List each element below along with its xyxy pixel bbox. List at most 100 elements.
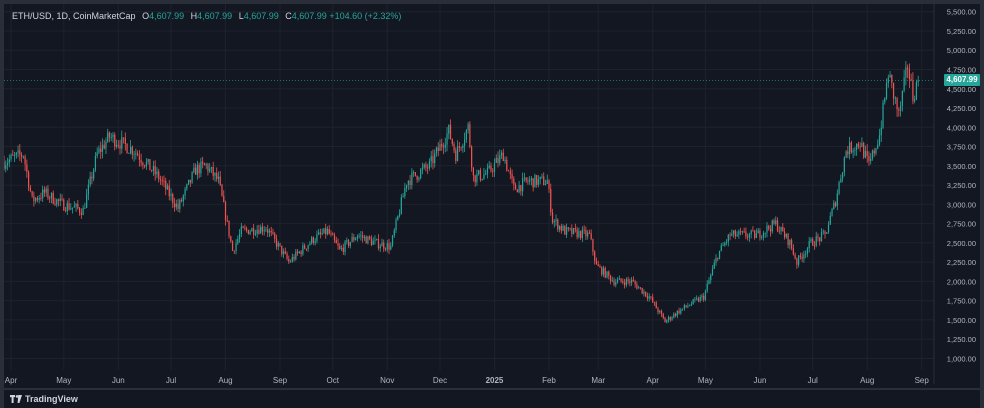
x-tick-label: Dec — [433, 376, 447, 385]
candle-body — [866, 150, 868, 157]
candle-body — [49, 198, 51, 199]
candle-body — [145, 161, 148, 167]
y-tick-label: 2,000.00 — [947, 277, 976, 286]
candle-body — [173, 203, 176, 208]
candle-body — [850, 142, 852, 153]
candle-body — [738, 231, 740, 235]
candle-body — [203, 163, 206, 166]
x-tick-label: May — [56, 376, 71, 385]
candle-body — [465, 130, 467, 140]
candle-body — [618, 278, 620, 280]
candle-body — [833, 202, 835, 209]
candle-body — [63, 199, 65, 211]
candle-body — [456, 146, 459, 162]
candle-body — [713, 262, 715, 269]
candle-body — [555, 219, 557, 222]
candle-body — [657, 308, 659, 313]
candle-body — [750, 230, 752, 235]
candle-body — [110, 137, 112, 138]
candle-body — [778, 230, 780, 232]
candle-body — [214, 172, 216, 176]
candle-body — [490, 165, 492, 171]
candle-body — [775, 220, 777, 224]
candle-body — [196, 164, 198, 175]
candle-body — [210, 167, 213, 169]
candle-body — [522, 178, 524, 192]
candle-body — [161, 180, 163, 182]
candle-body — [405, 184, 408, 188]
candle-body — [557, 219, 559, 230]
tradingview-logo[interactable]: TradingView — [10, 394, 78, 404]
candle-body — [302, 245, 304, 255]
x-tick-label: Jul — [166, 376, 176, 385]
x-tick-label: Jun — [754, 376, 767, 385]
high-label: H — [190, 11, 198, 21]
candle-body — [715, 257, 717, 263]
candle-body — [296, 251, 299, 253]
candle-body — [488, 165, 490, 169]
candle-body — [790, 239, 793, 249]
candle-body — [667, 317, 670, 321]
candle-body — [602, 268, 605, 275]
candle-body — [193, 167, 195, 173]
candle-body — [641, 287, 643, 294]
candle-body — [762, 232, 765, 238]
x-tick-label: Sep — [915, 376, 930, 385]
chart-pane[interactable]: 1,000.00 1,250.00 1,500.00 1,750.00 2,000.00… — [4, 4, 980, 388]
candle-body — [275, 238, 278, 247]
candle-body — [261, 226, 264, 232]
candle-body — [223, 195, 225, 203]
candle-body — [54, 203, 56, 205]
candle-body — [764, 232, 766, 234]
candle-body — [179, 200, 181, 209]
candle-body — [404, 187, 406, 197]
candle-body — [523, 177, 525, 179]
candle-body — [910, 79, 912, 81]
footer: TradingView — [4, 390, 980, 408]
candle-body — [71, 207, 74, 209]
candle-body — [165, 180, 167, 190]
candle-body — [237, 238, 239, 244]
candle-body — [98, 148, 100, 153]
candle-body — [158, 171, 160, 180]
candle-body — [56, 199, 58, 205]
candle-body — [432, 156, 434, 164]
candle-body — [300, 251, 302, 255]
symbol-label[interactable]: ETH/USD, 1D, CoinMarketCap — [12, 11, 136, 21]
candle-body — [309, 243, 311, 246]
candlestick-chart[interactable]: 1,000.00 1,250.00 1,500.00 1,750.00 2,000.00… — [4, 4, 980, 388]
candle-body — [792, 248, 794, 255]
candle-body — [870, 158, 872, 162]
candle-body — [826, 232, 828, 234]
candle-body — [159, 179, 162, 181]
candle-body — [333, 235, 336, 241]
candle-body — [703, 295, 705, 300]
low-value: 4,607.99 — [243, 11, 279, 21]
candle-body — [495, 158, 497, 164]
x-tick-label: Apr — [5, 376, 18, 385]
candle-body — [757, 230, 759, 234]
candle-body — [590, 233, 592, 240]
candle-body — [323, 228, 325, 234]
candle-body — [347, 240, 350, 246]
candle-body — [550, 189, 552, 213]
candle-body — [840, 178, 842, 183]
candle-body — [755, 233, 758, 238]
candle-body — [217, 176, 220, 180]
candle-body — [701, 295, 703, 298]
candle-body — [732, 230, 735, 234]
y-tick-label: 5,500.00 — [947, 8, 976, 17]
candle-body — [270, 230, 272, 233]
candle-body — [154, 165, 156, 175]
candle-body — [798, 255, 800, 265]
candle-body — [785, 233, 787, 238]
candle-body — [332, 233, 334, 236]
candle-body — [35, 198, 37, 202]
candle-body — [384, 248, 387, 250]
candle-body — [414, 172, 416, 176]
candle-body — [286, 253, 288, 259]
candle-body — [231, 241, 234, 251]
candle-body — [435, 147, 438, 154]
candle-body — [374, 239, 376, 241]
